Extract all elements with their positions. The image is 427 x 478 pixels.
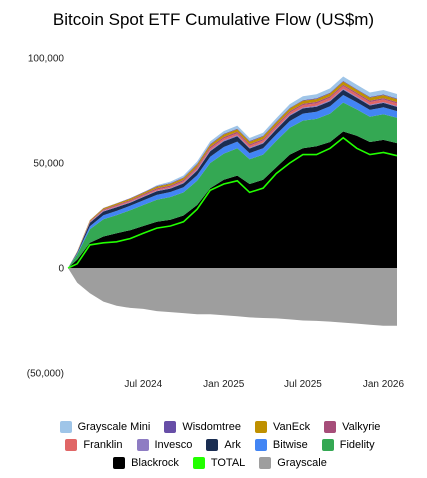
- line-series-total: [67, 136, 398, 269]
- legend-label: TOTAL: [210, 457, 246, 469]
- legend-item-invesco: Invesco: [136, 439, 193, 451]
- legend-swatch: [254, 439, 267, 451]
- chart-legend: Grayscale Mini Wisdomtree VanEck Valkyrie Fr…: [20, 418, 420, 472]
- legend-label: VanEck: [273, 421, 311, 433]
- legend-swatch: [255, 421, 268, 433]
- legend-swatch: [59, 421, 72, 433]
- y-tick-label: (50,000): [27, 369, 64, 380]
- legend-item-blackrock: Blackrock: [113, 457, 179, 469]
- legend-swatch: [192, 457, 205, 469]
- legend-label: Fidelity: [339, 439, 375, 451]
- x-tick-label: Jul 2025: [284, 379, 322, 390]
- x-tick-label: Jan 2026: [363, 379, 405, 390]
- y-tick-label: 100,000: [28, 54, 65, 65]
- legend-label: Blackrock: [131, 457, 179, 469]
- legend-item-grayscale: Grayscale: [259, 457, 327, 469]
- legend-label: Bitwise: [272, 439, 308, 451]
- legend-item-vaneck: VanEck: [255, 421, 310, 433]
- legend-row: Franklin Invesco Ark Bitwise Fidelity: [20, 436, 420, 454]
- legend-swatch: [259, 457, 272, 469]
- area-series-bitwise: [68, 95, 397, 268]
- x-tick-label: Jan 2025: [203, 379, 245, 390]
- legend-label: Invesco: [154, 439, 193, 451]
- legend-swatch: [65, 439, 78, 451]
- y-tick-label: 0: [58, 264, 64, 275]
- y-tick-label: 50,000: [33, 159, 64, 170]
- legend-label: Valkyrie: [342, 421, 381, 433]
- legend-item-bitwise: Bitwise: [254, 439, 308, 451]
- legend-row: Blackrock TOTAL Grayscale: [20, 454, 420, 472]
- area-series-grayscale: [68, 268, 397, 326]
- x-tick-label: Jul 2024: [124, 379, 162, 390]
- legend-swatch: [321, 439, 334, 451]
- legend-item-franklin: Franklin: [65, 439, 123, 451]
- legend-swatch: [206, 439, 219, 451]
- legend-item-ark: Ark: [206, 439, 241, 451]
- legend-label: Grayscale Mini: [77, 421, 151, 433]
- legend-swatch: [136, 439, 149, 451]
- legend-label: Ark: [224, 439, 241, 451]
- area-series-blackrock: [68, 131, 397, 268]
- legend-item-wisdomtree: Wisdomtree: [164, 421, 241, 433]
- legend-label: Franklin: [83, 439, 123, 451]
- chart-title: Bitcoin Spot ETF Cumulative Flow (US$m): [52, 10, 375, 29]
- legend-item-total: TOTAL: [192, 457, 246, 469]
- legend-item-grayscale-mini: Grayscale Mini: [59, 421, 151, 433]
- legend-swatch: [164, 421, 177, 433]
- chart-plot: 100,000 50,000 0 (50,000) Jul 2024 Jan 2025 Ju…: [27, 54, 405, 391]
- legend-label: Grayscale: [277, 457, 327, 469]
- legend-item-fidelity: Fidelity: [321, 439, 375, 451]
- legend-item-valkyrie: Valkyrie: [324, 421, 380, 433]
- legend-swatch: [324, 421, 337, 433]
- legend-row: Grayscale Mini Wisdomtree VanEck Valkyrie: [20, 418, 420, 436]
- legend-label: Wisdomtree: [182, 421, 242, 433]
- area-series-fidelity: [68, 102, 397, 268]
- legend-swatch: [113, 457, 126, 469]
